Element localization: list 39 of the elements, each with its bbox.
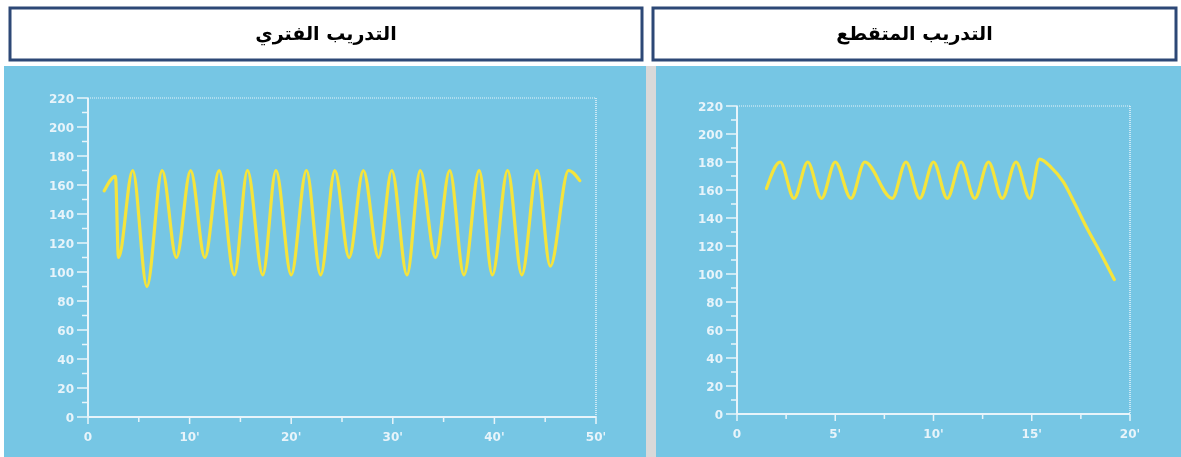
y-tick-label: 160 [48, 178, 74, 193]
y-tick-label: 100 [48, 265, 74, 280]
y-tick-label: 80 [57, 294, 74, 309]
x-tick-label: 0 [83, 430, 93, 444]
y-tick-label: 60 [57, 323, 74, 338]
x-tick-label: 15' [1021, 427, 1042, 441]
chart-title: التدريب الفتري [255, 22, 397, 46]
x-tick-label: 30' [382, 430, 403, 444]
y-tick-label: 60 [706, 323, 723, 338]
x-tick-label: 50' [585, 430, 607, 444]
y-tick-label: 100 [697, 267, 723, 282]
y-tick-label: 120 [697, 239, 723, 254]
x-tick-label: 10' [179, 430, 200, 444]
line-series [764, 157, 1116, 282]
y-tick-label: 80 [706, 295, 723, 310]
y-tick-label: 220 [697, 99, 723, 114]
y-tick-label: 0 [65, 410, 74, 425]
y-tick-label: 180 [48, 149, 74, 164]
x-tick-label: 10' [923, 427, 944, 441]
y-tick-label: 200 [697, 127, 723, 142]
y-tick-label: 20 [57, 381, 74, 396]
y-tick-label: 160 [697, 183, 723, 198]
x-tick-label: 5' [829, 427, 842, 441]
x-tick-label: 40' [484, 430, 505, 444]
x-tick-label: 20' [281, 430, 302, 444]
y-tick-label: 40 [57, 352, 74, 367]
chart-title: التدريب المتقطع [836, 22, 993, 45]
y-tick-label: 220 [48, 91, 74, 106]
y-tick-label: 40 [706, 351, 723, 366]
y-tick-label: 0 [714, 407, 723, 422]
y-tick-label: 120 [48, 236, 74, 251]
y-tick-label: 140 [48, 207, 74, 222]
y-tick-label: 200 [48, 120, 74, 135]
y-tick-label: 180 [697, 155, 723, 170]
y-tick-label: 140 [697, 211, 723, 226]
line-series [102, 168, 582, 289]
x-tick-label: 20' [1119, 427, 1141, 441]
y-tick-label: 20 [706, 379, 723, 394]
x-tick-label: 0 [732, 427, 742, 441]
